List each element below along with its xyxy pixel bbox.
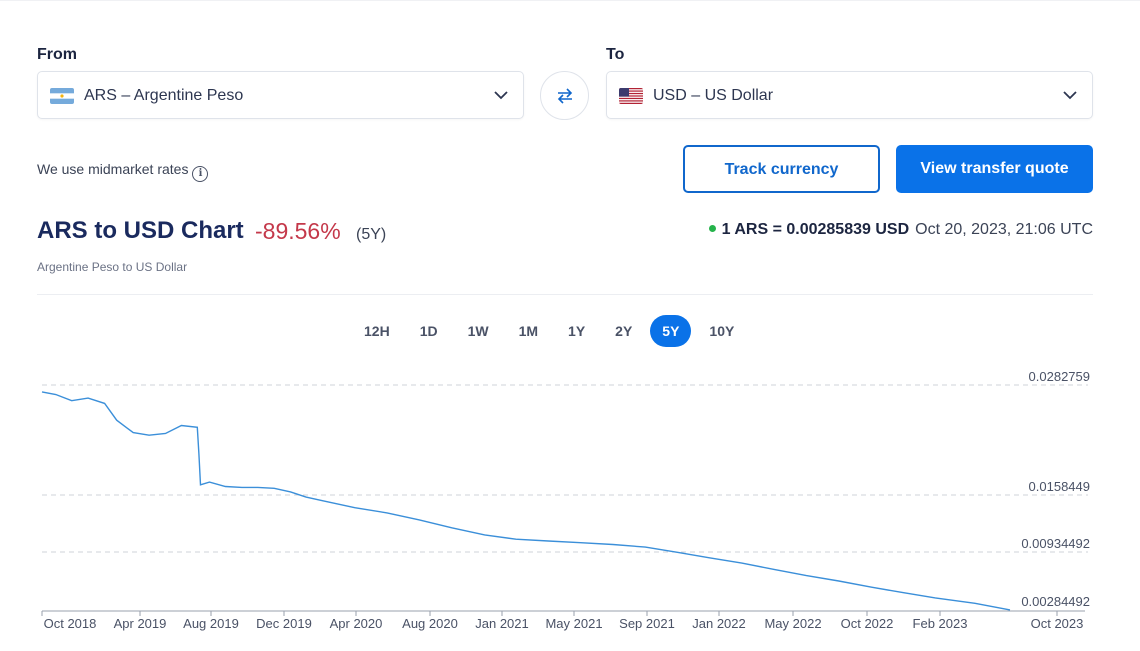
live-status-dot	[708, 225, 716, 232]
x-tick-label: Apr 2020	[330, 616, 383, 631]
range-button-12h[interactable]: 12H	[364, 323, 390, 339]
chart-title: ARS to USD Chart	[37, 217, 244, 244]
range-button-2y[interactable]: 2Y	[615, 323, 633, 339]
swap-arrows-icon	[557, 88, 573, 104]
to-currency-value: USD – US Dollar	[653, 87, 774, 104]
swap-currencies-button[interactable]	[540, 71, 589, 120]
x-tick-label: Aug 2020	[402, 616, 458, 631]
time-range-selector: 12H 1D 1W 1M 1Y 2Y 5Y 10Y	[352, 315, 752, 347]
x-tick-label: Oct 2018	[44, 616, 97, 631]
range-button-1d[interactable]: 1D	[419, 323, 438, 339]
y-tick-label: 0.0158449	[1029, 479, 1090, 494]
x-tick-label: May 2021	[545, 616, 602, 631]
x-tick-label: Feb 2023	[913, 616, 968, 631]
divider	[37, 294, 1093, 295]
chart-subtitle: Argentine Peso to US Dollar	[37, 260, 188, 274]
from-currency-select[interactable]: ARS – Argentine Peso	[37, 71, 524, 119]
view-transfer-quote-button[interactable]: View transfer quote	[896, 145, 1093, 193]
top-border	[0, 0, 1140, 1]
x-tick-label: Oct 2022	[841, 616, 894, 631]
y-tick-label: 0.0282759	[1029, 369, 1090, 384]
x-tick-label: Jan 2022	[692, 616, 746, 631]
range-button-1w[interactable]: 1W	[467, 323, 489, 339]
us-flag-icon	[619, 88, 643, 104]
current-rate: 1 ARS = 0.00285839 USD Oct 20, 2023, 21:0…	[708, 221, 1093, 239]
period-label: (5Y)	[356, 226, 387, 243]
midmarket-note: We use midmarket rates i	[37, 161, 209, 182]
info-icon[interactable]: i	[192, 166, 209, 182]
range-button-5y[interactable]: 5Y	[650, 315, 692, 347]
percent-change: -89.56%	[255, 218, 341, 244]
x-tick-label: Apr 2019	[114, 616, 167, 631]
exchange-rate-chart[interactable]: 0.0282759 0.0158449 0.00934492 0.00284492 Oc…	[0, 360, 1140, 651]
range-button-10y[interactable]: 10Y	[709, 323, 735, 339]
x-tick-label: Dec 2019	[256, 616, 312, 631]
x-tick-label: May 2022	[764, 616, 821, 631]
range-button-1y[interactable]: 1Y	[568, 323, 586, 339]
range-button-1m[interactable]: 1M	[518, 323, 539, 339]
chevron-down-icon	[493, 87, 509, 103]
from-currency-value: ARS – Argentine Peso	[84, 87, 244, 104]
midmarket-text: We use midmarket rates	[37, 161, 189, 177]
y-tick-label: 0.00934492	[1021, 536, 1090, 551]
to-label: To	[606, 46, 625, 63]
x-tick-label: Aug 2019	[183, 616, 239, 631]
x-tick-label: Oct 2023	[1031, 616, 1084, 631]
x-tick-label: Jan 2021	[475, 616, 529, 631]
track-currency-button[interactable]: Track currency	[683, 145, 880, 193]
to-currency-select[interactable]: USD – US Dollar	[606, 71, 1093, 119]
from-label: From	[37, 46, 77, 63]
x-tick-label: Sep 2021	[619, 616, 675, 631]
argentina-flag-icon	[50, 88, 74, 104]
rate-timestamp: Oct 20, 2023, 21:06 UTC	[915, 221, 1093, 238]
y-tick-label: 0.00284492	[1021, 594, 1090, 609]
chevron-down-icon	[1062, 87, 1078, 103]
rate-value: 1 ARS = 0.00285839 USD	[721, 221, 910, 238]
rate-series-line	[41, 391, 1011, 611]
